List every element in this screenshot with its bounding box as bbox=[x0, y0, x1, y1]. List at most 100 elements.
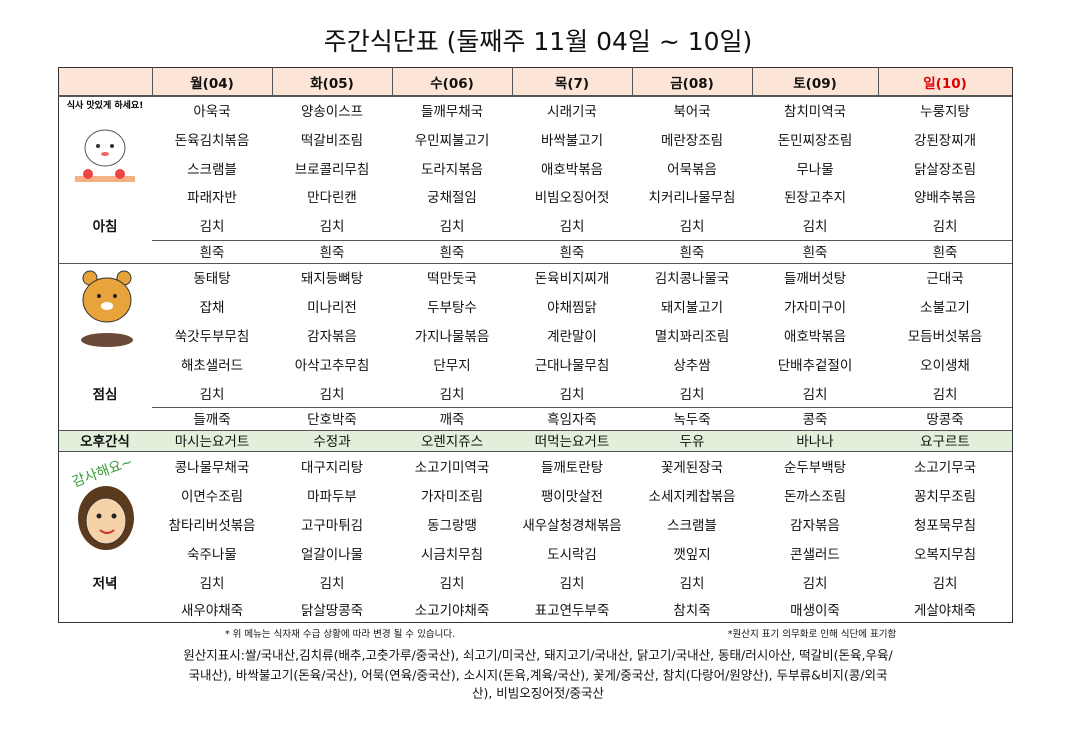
menu-item: 김치 bbox=[199, 219, 225, 235]
day-header: 토(09) bbox=[793, 76, 837, 92]
menu-item: 수정과 bbox=[313, 434, 351, 450]
menu-item: 흰죽 bbox=[439, 245, 465, 261]
menu-item: 가지나물볶음 bbox=[414, 329, 490, 345]
menu-item: 잡채 bbox=[199, 300, 225, 316]
menu-item: 돈육김치볶음 bbox=[174, 133, 250, 149]
menu-item: 된장고추지 bbox=[783, 190, 847, 206]
menu-item: 닭살땅콩죽 bbox=[300, 603, 364, 619]
menu-item: 감자볶음 bbox=[790, 518, 840, 534]
day-header: 화(05) bbox=[310, 76, 354, 92]
menu-item: 도라지볶음 bbox=[420, 162, 484, 178]
breakfast-image: 식사 맛있게 하세요! bbox=[67, 99, 143, 182]
rule bbox=[58, 451, 1012, 452]
menu-item: 표고연두부죽 bbox=[534, 603, 610, 619]
image-caption: 감사해요~ bbox=[70, 456, 135, 491]
origin-line: 원산지표시:쌀/국내산,김치류(배추,고춧가루/중국산), 쇠고기/미국산, 돼… bbox=[183, 647, 893, 663]
rule bbox=[512, 67, 513, 96]
menu-item: 단무지 bbox=[433, 358, 471, 374]
menu-item: 비빔오징어젓 bbox=[534, 190, 610, 206]
menu-item: 멸치꽈리조림 bbox=[654, 329, 730, 345]
menu-item: 청포묵무침 bbox=[913, 518, 977, 534]
rule bbox=[272, 67, 273, 96]
menu-item: 깨죽 bbox=[439, 412, 465, 428]
menu-item: 김치 bbox=[319, 219, 345, 235]
menu-item: 김치 bbox=[319, 387, 345, 403]
menu-item: 소고기미역국 bbox=[414, 460, 490, 476]
menu-item: 김치 bbox=[439, 576, 465, 592]
menu-item: 해초샐러드 bbox=[180, 358, 244, 374]
menu-item: 돈까스조림 bbox=[783, 489, 847, 505]
lunch-image bbox=[81, 270, 133, 347]
menu-item: 들깨토란탕 bbox=[540, 460, 604, 476]
menu-item: 흰죽 bbox=[802, 245, 828, 261]
meal-label: 아침 bbox=[92, 219, 118, 235]
menu-item: 참치죽 bbox=[673, 603, 711, 619]
menu-item: 콘샐러드 bbox=[790, 547, 840, 563]
menu-item: 감자볶음 bbox=[307, 329, 357, 345]
menu-item: 들깨버섯탕 bbox=[783, 271, 847, 287]
meal-label: 점심 bbox=[92, 387, 118, 403]
menu-item: 오복지무침 bbox=[913, 547, 977, 563]
rule bbox=[152, 240, 1012, 241]
menu-item: 떠먹는요거트 bbox=[534, 434, 610, 450]
menu-item: 브로콜리무침 bbox=[294, 162, 370, 178]
meal-label: 오후간식 bbox=[80, 434, 130, 450]
menu-item: 흰죽 bbox=[199, 245, 225, 261]
menu-item: 궁채절임 bbox=[427, 190, 477, 206]
menu-item: 얼갈이나물 bbox=[300, 547, 364, 563]
rule bbox=[632, 67, 633, 96]
menu-item: 김치 bbox=[199, 387, 225, 403]
menu-item: 김치 bbox=[802, 219, 828, 235]
dinner-image: 감사해요~ bbox=[70, 456, 135, 550]
menu-item: 콩나물무채국 bbox=[174, 460, 250, 476]
menu-item: 돼지불고기 bbox=[660, 300, 724, 316]
menu-item: 김치 bbox=[932, 387, 958, 403]
menu-item: 도시락김 bbox=[547, 547, 597, 563]
menu-item: 가자미조림 bbox=[420, 489, 484, 505]
menu-item: 흰죽 bbox=[319, 245, 345, 261]
day-header: 수(06) bbox=[430, 76, 474, 92]
menu-item: 김치 bbox=[559, 387, 585, 403]
menu-item: 김치 bbox=[199, 576, 225, 592]
menu-item: 고구마튀김 bbox=[300, 518, 364, 534]
menu-item: 무나물 bbox=[796, 162, 834, 178]
menu-item: 흑임자죽 bbox=[547, 412, 597, 428]
menu-item: 오렌지쥬스 bbox=[420, 434, 484, 450]
menu-item: 김치 bbox=[439, 219, 465, 235]
menu-item: 김치 bbox=[932, 219, 958, 235]
menu-item: 시래기국 bbox=[547, 104, 597, 120]
menu-item: 마시는요거트 bbox=[174, 434, 250, 450]
menu-item: 메란장조림 bbox=[660, 133, 724, 149]
rule bbox=[752, 67, 753, 96]
menu-item: 김치 bbox=[679, 576, 705, 592]
menu-item: 녹두죽 bbox=[673, 412, 711, 428]
menu-item: 단호박죽 bbox=[307, 412, 357, 428]
menu-item: 닭살장조림 bbox=[913, 162, 977, 178]
menu-item: 흰죽 bbox=[559, 245, 585, 261]
menu-item: 미나리전 bbox=[307, 300, 357, 316]
menu-item: 상추쌈 bbox=[673, 358, 711, 374]
title: 주간식단표 (둘째주 11월 04일 ~ 10일) bbox=[323, 27, 753, 56]
menu-item: 스크램블 bbox=[667, 518, 717, 534]
menu-item: 소세지케찹볶음 bbox=[648, 489, 736, 505]
menu-item: 동태탕 bbox=[193, 271, 231, 287]
menu-item: 김치 bbox=[679, 219, 705, 235]
menu-item: 소고기무국 bbox=[913, 460, 977, 476]
menu-item: 돈육비지찌개 bbox=[534, 271, 610, 287]
rule bbox=[58, 95, 1012, 97]
menu-item: 소불고기 bbox=[920, 300, 970, 316]
menu-item: 어묵볶음 bbox=[667, 162, 717, 178]
menu-item: 김치 bbox=[439, 387, 465, 403]
menu-item: 꽃게된장국 bbox=[660, 460, 724, 476]
rule bbox=[152, 67, 153, 96]
menu-item: 오이생채 bbox=[920, 358, 970, 374]
menu-item: 땅콩죽 bbox=[926, 412, 964, 428]
menu-item: 들깨무채국 bbox=[420, 104, 484, 120]
menu-item: 강된장찌개 bbox=[913, 133, 977, 149]
day-header: 일(10) bbox=[923, 76, 967, 92]
menu-item: 대구지리탕 bbox=[300, 460, 364, 476]
menu-item: 양배추볶음 bbox=[913, 190, 977, 206]
menu-item: 숙주나물 bbox=[187, 547, 237, 563]
menu-item: 계란말이 bbox=[547, 329, 597, 345]
